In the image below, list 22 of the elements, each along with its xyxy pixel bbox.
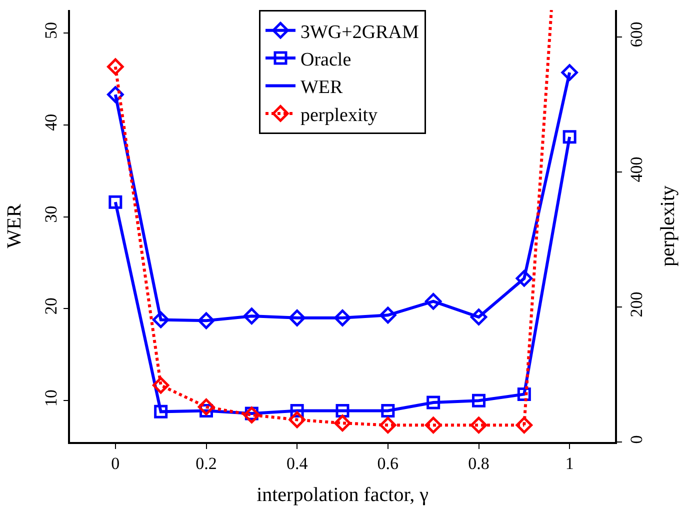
x-tick-label: 1: [565, 454, 574, 474]
legend-label: WER: [300, 77, 344, 98]
legend-label: Oracle: [300, 49, 352, 70]
legend-label: 3WG+2GRAM: [300, 22, 419, 43]
y-tick-label: 30: [41, 206, 60, 223]
y-tick-label: 20: [41, 298, 60, 315]
x-tick-label: 0.6: [377, 454, 399, 474]
x-tick-label: 0.4: [286, 454, 308, 474]
x-tick-label: 0: [111, 454, 120, 474]
y-tick-label: 40: [41, 114, 60, 131]
y-tick-label: 10: [41, 390, 60, 407]
y2-tick-label: 400: [627, 156, 646, 182]
legend-label: perplexity: [300, 104, 378, 126]
y-axis-title: WER: [3, 203, 26, 248]
y2-tick-label: 600: [627, 22, 646, 48]
y2-tick-label: 200: [627, 292, 646, 318]
x-tick-label: 0.8: [468, 454, 490, 474]
y-tick-label: 50: [41, 22, 60, 39]
x-axis-title: interpolation factor, γ: [256, 484, 429, 506]
x-tick-label: 0.2: [196, 454, 217, 474]
y2-tick-label: 0: [627, 435, 646, 444]
y2-axis-title: perplexity: [657, 185, 680, 267]
